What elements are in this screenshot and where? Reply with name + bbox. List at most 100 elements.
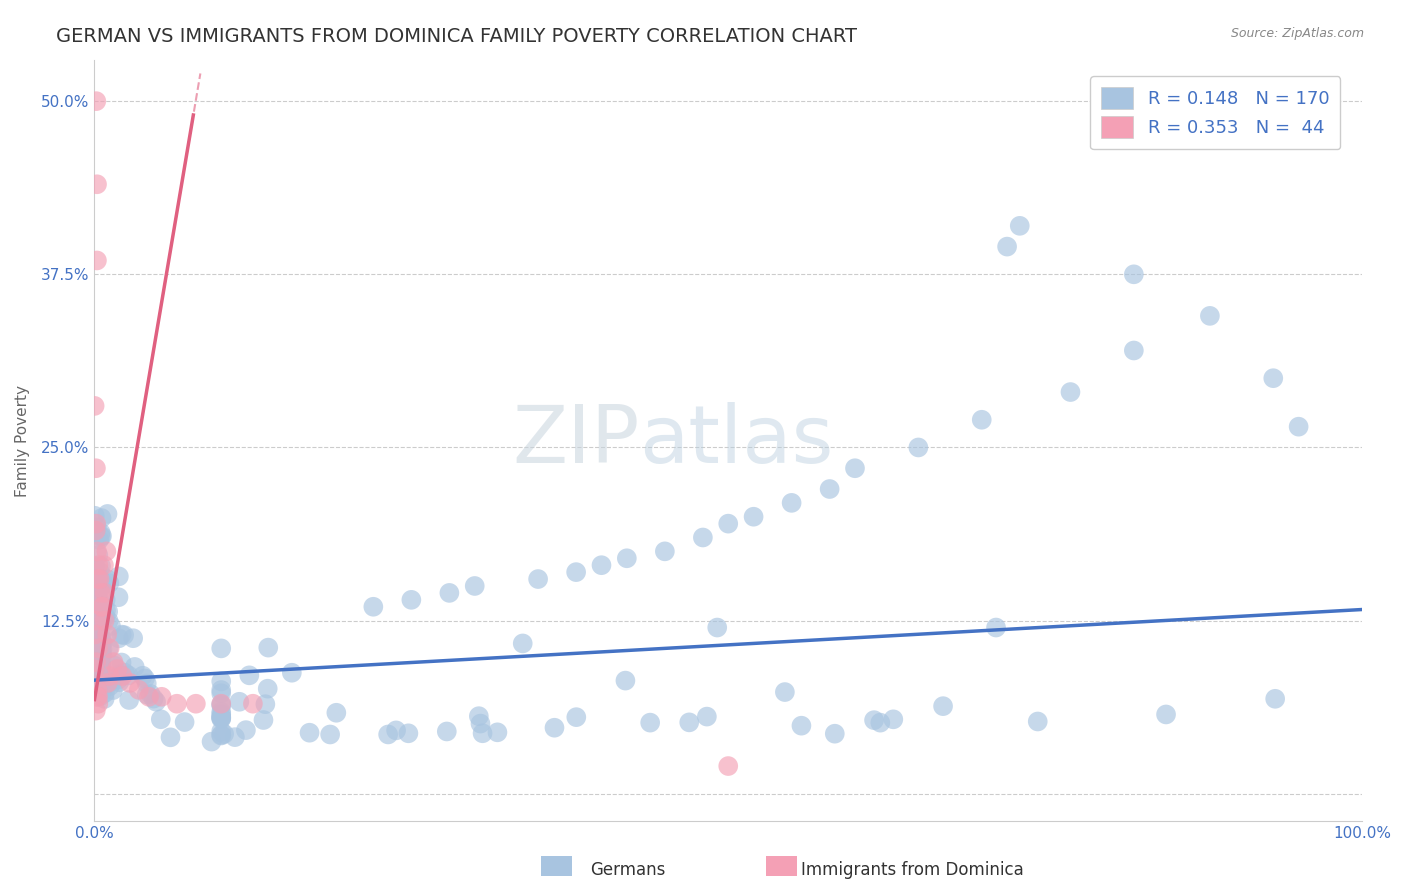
Point	[90, 660, 112, 674]
Point	[882, 712, 904, 726]
Point	[139, 687, 162, 701]
Point	[159, 731, 181, 745]
Point	[464, 579, 486, 593]
Point	[93, 691, 115, 706]
Point	[209, 710, 232, 724]
Point	[869, 715, 891, 730]
Point	[138, 690, 160, 704]
Point	[209, 697, 232, 711]
Point	[90, 599, 112, 613]
Point	[89, 573, 111, 587]
Point	[89, 565, 111, 579]
Point	[471, 726, 494, 740]
Point	[93, 614, 115, 628]
Point	[89, 533, 111, 547]
Point	[1059, 385, 1081, 400]
Point	[717, 516, 740, 531]
Point	[112, 628, 135, 642]
Point	[100, 619, 122, 633]
Point	[83, 508, 105, 523]
Point	[89, 573, 111, 587]
Point	[108, 667, 131, 681]
Point	[94, 603, 117, 617]
Point	[87, 623, 110, 637]
Point	[439, 586, 461, 600]
Point	[94, 592, 117, 607]
Point	[90, 632, 112, 646]
Point	[319, 727, 342, 741]
Point	[108, 675, 131, 690]
Point	[790, 719, 813, 733]
Point	[98, 576, 121, 591]
Point	[1008, 219, 1031, 233]
Point	[97, 605, 120, 619]
Point	[107, 672, 129, 686]
Point	[86, 682, 108, 697]
Point	[773, 685, 796, 699]
Point	[98, 679, 121, 693]
Point	[87, 697, 110, 711]
Point	[252, 713, 274, 727]
Point	[228, 695, 250, 709]
Point	[166, 697, 188, 711]
Point	[1288, 419, 1310, 434]
Point	[90, 629, 112, 643]
Point	[84, 516, 107, 531]
Point	[209, 710, 232, 724]
Point	[94, 609, 117, 624]
Point	[84, 559, 107, 574]
Text: Source: ZipAtlas.com: Source: ZipAtlas.com	[1230, 27, 1364, 40]
Point	[98, 641, 121, 656]
Point	[94, 586, 117, 600]
Point	[90, 675, 112, 690]
Point	[565, 710, 588, 724]
Point	[638, 715, 661, 730]
Point	[142, 691, 165, 706]
Point	[907, 441, 929, 455]
Point	[118, 676, 141, 690]
Point	[209, 728, 232, 742]
Point	[94, 686, 117, 700]
Point	[111, 669, 134, 683]
Point	[90, 525, 112, 540]
Point	[706, 621, 728, 635]
Point	[91, 636, 114, 650]
Point	[90, 649, 112, 664]
Point	[110, 656, 132, 670]
Point	[84, 651, 107, 665]
Point	[145, 695, 167, 709]
Point	[128, 682, 150, 697]
Point	[90, 511, 112, 525]
Point	[86, 253, 108, 268]
Point	[91, 642, 114, 657]
Point	[238, 668, 260, 682]
Point	[87, 690, 110, 704]
Point	[984, 621, 1007, 635]
Point	[1122, 268, 1144, 282]
Point	[96, 627, 118, 641]
Point	[90, 530, 112, 544]
Point	[86, 599, 108, 613]
Point	[89, 572, 111, 586]
Point	[96, 507, 118, 521]
Point	[209, 729, 232, 743]
Text: Germans: Germans	[591, 861, 666, 879]
Point	[742, 509, 765, 524]
Legend: R = 0.148   N = 170, R = 0.353   N =  44: R = 0.148 N = 170, R = 0.353 N = 44	[1090, 76, 1340, 149]
Point	[377, 727, 399, 741]
Point	[325, 706, 347, 720]
Point	[97, 614, 120, 628]
Point	[90, 635, 112, 649]
Point	[98, 669, 121, 683]
Point	[209, 641, 232, 656]
Point	[132, 669, 155, 683]
Point	[654, 544, 676, 558]
Point	[86, 690, 108, 704]
Point	[90, 580, 112, 594]
Text: Immigrants from Dominica: Immigrants from Dominica	[801, 861, 1024, 879]
Point	[84, 631, 107, 645]
Point	[86, 178, 108, 192]
Point	[1264, 691, 1286, 706]
Point	[122, 631, 145, 645]
Point	[436, 724, 458, 739]
